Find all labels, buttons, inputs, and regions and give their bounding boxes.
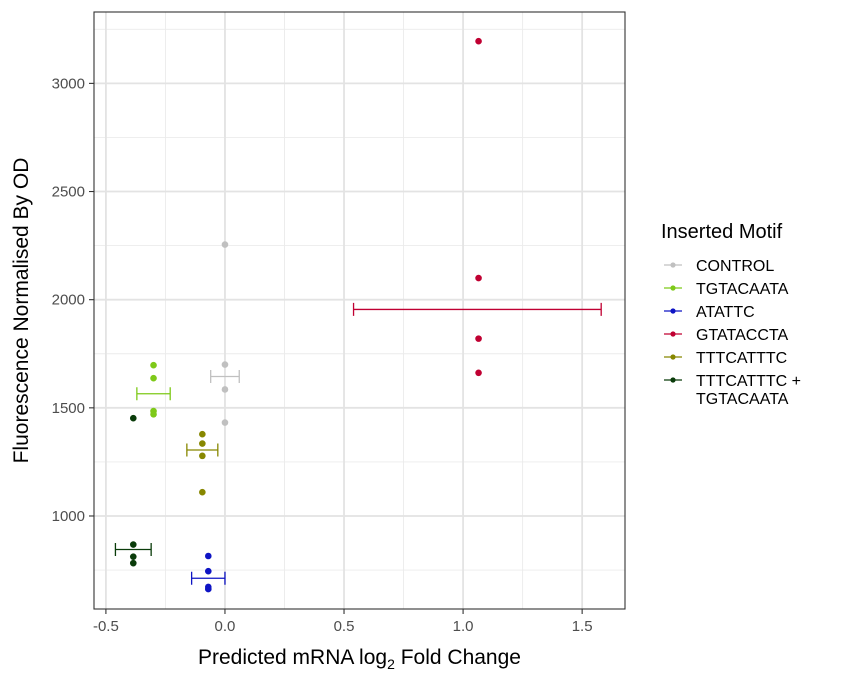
x-axis-title: Predicted mRNA log2 Fold Change (198, 646, 521, 672)
x-tick-label: 0.5 (334, 618, 355, 635)
legend-label-line: CONTROL (696, 258, 774, 275)
data-point (150, 411, 157, 418)
y-tick-label: 1000 (52, 508, 85, 525)
legend-label-line: ATATTC (696, 304, 755, 321)
error-bar (190, 571, 226, 585)
legend-title: Inserted Motif (661, 221, 783, 243)
x-tick-label: 1.0 (453, 618, 474, 635)
data-point (221, 361, 229, 368)
legend-key-point (670, 285, 676, 291)
data-point (199, 430, 206, 438)
legend-key-point (670, 377, 676, 383)
legend-label: CONTROL (696, 258, 774, 275)
legend-label-line: TGTACAATA (696, 391, 789, 408)
data-point (204, 552, 212, 560)
legend-key-point (670, 308, 676, 314)
legend-label: TTTCATTTC (696, 350, 787, 367)
data-point (475, 37, 482, 45)
x-axis-ticks: -0.5 0.0 0.5 1.0 1.5 (93, 609, 593, 635)
minor-gridlines (94, 12, 625, 609)
data-points (129, 37, 482, 593)
legend-label-line: TGTACAATA (696, 281, 789, 298)
x-tick-label: 0.0 (215, 618, 236, 635)
error-bar (352, 302, 602, 316)
legend-label-line: TTTCATTTC (696, 350, 787, 367)
x-tick-label: 1.5 (572, 618, 593, 635)
error-bar (114, 543, 152, 557)
legend-label: GTATACCTA (696, 327, 788, 344)
data-point (221, 419, 229, 426)
legend: CONTROL TGTACAATA ATATTC GTATACCTA TTTCATTTC… (664, 258, 801, 408)
x-axis-title-subscript: 2 (387, 656, 395, 672)
data-point (129, 541, 137, 548)
y-axis-title: Fluorescence Normalised By OD (10, 158, 33, 464)
data-point (129, 553, 137, 560)
y-tick-label: 2500 (52, 184, 85, 201)
data-point (199, 440, 206, 447)
error-bars (114, 302, 602, 585)
data-point (221, 386, 229, 393)
x-tick-label: -0.5 (93, 618, 119, 635)
y-tick-label: 2000 (52, 292, 85, 309)
data-point (150, 374, 157, 382)
data-point (204, 585, 212, 593)
y-tick-label: 1500 (52, 400, 85, 417)
data-point (204, 567, 212, 575)
data-point (129, 559, 137, 567)
data-point (150, 361, 157, 369)
major-gridlines (94, 12, 625, 609)
error-bar (186, 443, 219, 457)
data-point (475, 369, 482, 377)
x-axis-title-pre: Predicted mRNA log (198, 646, 387, 669)
legend-label: ATATTC (696, 304, 755, 321)
plot-panel-border (93, 11, 626, 610)
x-axis-title-post: Fold Change (395, 646, 521, 669)
y-axis-ticks: 1000 1500 2000 2500 3000 (52, 75, 94, 525)
error-bar (210, 369, 240, 383)
data-point (129, 414, 137, 422)
legend-key-point (670, 354, 676, 360)
legend-label: TTTCATTTC + TGTACAATA (696, 373, 801, 408)
data-point (221, 241, 229, 248)
legend-key-point (670, 331, 676, 337)
legend-key-point (670, 262, 676, 268)
legend-label-line: TTTCATTTC + (696, 373, 801, 390)
y-tick-label: 3000 (52, 75, 85, 92)
data-point (475, 335, 482, 342)
legend-label: TGTACAATA (696, 281, 789, 298)
legend-label-line: GTATACCTA (696, 327, 788, 344)
data-point (199, 452, 206, 460)
data-point (475, 274, 482, 282)
data-point (199, 488, 206, 496)
error-bar (136, 387, 171, 401)
